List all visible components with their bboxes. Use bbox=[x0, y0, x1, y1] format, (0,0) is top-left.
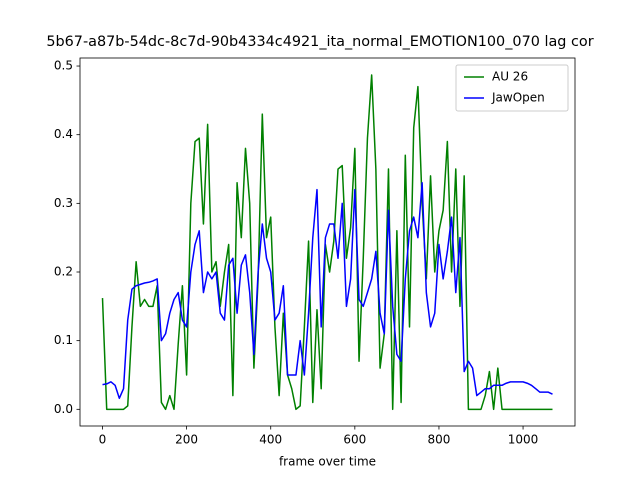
legend-label: AU 26 bbox=[492, 70, 528, 84]
plot-area bbox=[101, 74, 553, 411]
x-tick-label: 400 bbox=[259, 433, 282, 447]
x-tick-label: 600 bbox=[343, 433, 366, 447]
y-tick-label: 0.5 bbox=[54, 59, 73, 73]
x-tick-label: 0 bbox=[99, 433, 107, 447]
x-axis-label: frame over time bbox=[279, 455, 376, 469]
x-tick-label: 800 bbox=[427, 433, 450, 447]
axes-frame bbox=[79, 57, 576, 427]
x-tick-label: 1000 bbox=[508, 433, 539, 447]
chart-title: 5b67-a87b-54dc-8c7d-90b4334c4921_ita_nor… bbox=[46, 34, 593, 50]
legend-label: JawOpen bbox=[491, 91, 545, 105]
y-tick-label: 0.2 bbox=[54, 265, 73, 279]
y-tick-label: 0.4 bbox=[54, 127, 73, 141]
data-line bbox=[102, 182, 553, 400]
y-tick-label: 0.3 bbox=[54, 196, 73, 210]
data-line bbox=[101, 74, 553, 411]
x-tick-label: 200 bbox=[175, 433, 198, 447]
y-tick-label: 0.0 bbox=[54, 402, 73, 416]
y-tick-label: 0.1 bbox=[54, 333, 73, 347]
